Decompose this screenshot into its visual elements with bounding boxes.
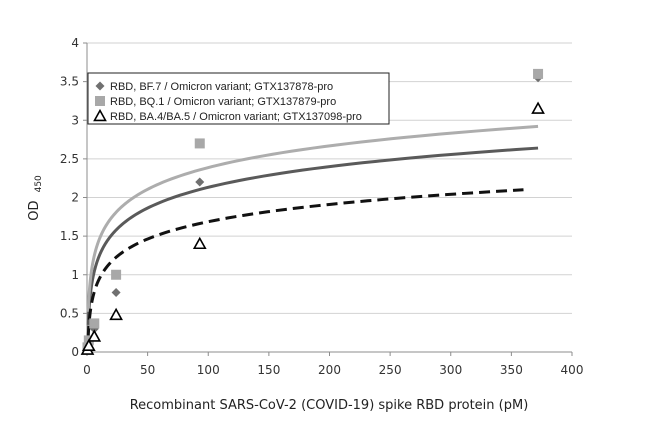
y-tick-labels: 0 0.5 1 1.5 2 2.5 3 3.5 4 [60, 36, 87, 359]
legend-marker-3 [93, 108, 107, 122]
y-axis-title: OD 450 [27, 175, 44, 221]
x-tick-label: 350 [500, 363, 523, 377]
x-tick-label: 150 [257, 363, 280, 377]
y-tick-label: 4 [71, 36, 79, 50]
data-point-series-2 [194, 138, 205, 149]
x-tick-label: 300 [439, 363, 462, 377]
y-tick-label: 0.5 [60, 306, 79, 320]
x-tick-label: 0 [83, 363, 91, 377]
x-tick-label: 250 [379, 363, 402, 377]
x-tick-label: 50 [140, 363, 155, 377]
x-tick-label: 100 [197, 363, 220, 377]
fit-curve-series-2 [86, 124, 539, 312]
x-tick-labels: 0 50 100 150 200 250 300 350 400 [83, 352, 583, 377]
y-tick-label: 1 [71, 268, 79, 282]
y-tick-label: 0 [71, 345, 79, 359]
y-tick-label: 3.5 [60, 75, 79, 89]
y-tick-label: 3 [71, 113, 79, 127]
y-tick-label: 2.5 [60, 152, 79, 166]
data-point-series-3 [531, 101, 545, 114]
legend-box [87, 72, 390, 125]
y-axis-title-subscript: 450 [34, 175, 44, 192]
data-point-series-1 [111, 288, 121, 298]
legend-label-1: RBD, BF.7 / Omicron variant; GTX137878-p… [110, 81, 333, 93]
data-point-series-3 [87, 329, 102, 342]
legend-label-3: RBD, BA.4/BA.5 / Omicron variant; GTX137… [110, 111, 362, 123]
data-points [80, 68, 545, 355]
fit-curves [86, 124, 539, 337]
y-tick-label: 2 [71, 191, 79, 205]
legend-label-2: RBD, BQ.1 / Omicron variant; GTX137879-p… [110, 96, 336, 108]
legend-marker-2 [95, 96, 105, 106]
data-point-series-1 [195, 177, 205, 187]
data-point-series-3 [109, 307, 123, 321]
y-tick-label: 1.5 [60, 229, 79, 243]
data-point-series-3 [81, 338, 96, 352]
legend-marker-1 [95, 81, 105, 91]
data-point-series-3 [192, 236, 207, 250]
data-point-series-2 [111, 269, 122, 280]
legend: RBD, BF.7 / Omicron variant; GTX137878-p… [87, 72, 390, 125]
x-tick-label: 400 [561, 363, 584, 377]
data-point-series-2 [533, 68, 544, 79]
x-tick-label: 200 [318, 363, 341, 377]
y-axis-title-main: OD [27, 201, 42, 221]
fit-curve-series-3 [86, 188, 524, 337]
x-axis-title: Recombinant SARS-CoV-2 (COVID-19) spike … [130, 398, 529, 413]
data-point-series-2 [89, 318, 100, 329]
